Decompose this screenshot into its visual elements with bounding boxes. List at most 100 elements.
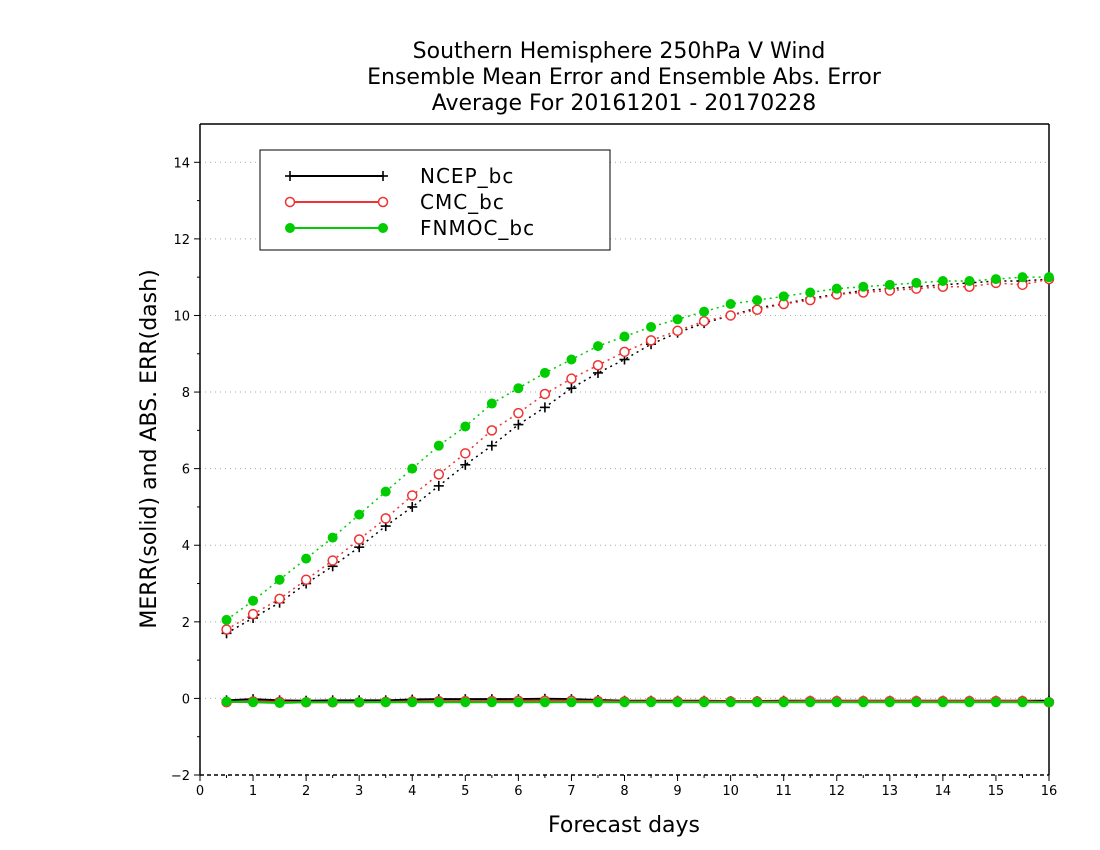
mean-err-point-fnmoc-bc [221,696,232,707]
y-tick-label: 0 [182,692,190,707]
title-line-3: Average For 20161201 - 20170228 [432,91,817,116]
y-tick-label: 4 [182,539,190,554]
x-tick-label: 1 [249,784,257,799]
mean-err-point-fnmoc-bc [778,697,789,708]
legend-marker-fnmoc-bc [285,223,295,233]
plot-area [221,272,1055,709]
x-tick-label: 0 [196,784,204,799]
title-line-1: Southern Hemisphere 250hPa V Wind [413,39,826,64]
legend-marker-fnmoc-bc [378,223,388,233]
abs-err-point-fnmoc-bc [327,532,338,543]
abs-err-point-fnmoc-bc [672,314,683,325]
legend-marker-ncep-bc [285,171,295,181]
mean-err-point-fnmoc-bc [327,697,338,708]
y-axis-label: MERR(solid) and ABS. ERR(dash) [137,269,162,628]
mean-err-point-fnmoc-bc [486,697,497,708]
x-tick-label: 3 [355,784,363,799]
abs-err-point-cmc-bc [672,325,683,337]
legend-box [259,149,611,251]
title-line-2: Ensemble Mean Error and Ensemble Abs. Er… [367,65,882,90]
mean-err-point-fnmoc-bc [301,697,312,708]
x-tick-label: 10 [722,784,739,799]
x-tick-label: 14 [935,784,952,799]
mean-err-point-fnmoc-bc [725,697,736,708]
mean-err-point-fnmoc-bc [964,697,975,708]
abs-err-point-fnmoc-bc [911,277,922,288]
mean-err-point-fnmoc-bc [566,697,577,708]
abs-err-point-fnmoc-bc [831,283,842,294]
legend-marker-cmc-bc [377,196,389,208]
abs-err-point-fnmoc-bc [752,295,763,306]
abs-err-point-cmc-bc [221,624,232,635]
abs-err-point-ncep-bc [513,419,524,430]
mean-err-point-fnmoc-bc [672,697,683,708]
abs-err-point-cmc-bc [353,534,365,545]
abs-err-point-fnmoc-bc [805,287,816,298]
abs-err-point-ncep-bc [486,440,497,451]
x-tick-label: 2 [302,784,310,799]
x-tick-label: 5 [461,784,469,799]
abs-err-point-fnmoc-bc [1044,272,1054,283]
legend-entry-cmc-bc: CMC_bc [284,190,505,214]
x-tick-label: 4 [408,784,416,799]
abs-err-point-cmc-bc [460,448,471,459]
mean-err-point-fnmoc-bc [1044,697,1054,708]
abs-err-point-fnmoc-bc [460,421,471,432]
mean-err-line-fnmoc-bc [226,700,1049,705]
legend-marker-ncep-bc [378,171,388,181]
y-tick-label: 10 [173,309,190,324]
mean-err-point-fnmoc-bc [513,697,524,708]
abs-err-point-fnmoc-bc [884,279,895,290]
legend-label-ncep-bc: NCEP_bc [420,164,514,188]
mean-err-point-fnmoc-bc [937,697,948,708]
abs-err-point-cmc-bc [698,315,710,327]
abs-err-point-fnmoc-bc [778,291,789,302]
abs-err-point-ncep-bc [566,383,577,394]
abs-err-point-fnmoc-bc [964,276,975,287]
abs-err-point-fnmoc-bc [354,509,365,520]
x-tick-label: 9 [673,784,681,799]
y-tick-label: −2 [171,769,190,784]
abs-err-point-fnmoc-bc [380,486,391,497]
y-tick-label: 8 [182,386,190,401]
mean-err-point-fnmoc-bc [539,697,550,708]
mean-err-point-fnmoc-bc [619,697,630,708]
abs-err-point-fnmoc-bc [433,440,444,451]
x-axis-label: Forecast days [548,813,700,838]
y-tick-label: 6 [182,463,190,478]
abs-err-point-fnmoc-bc [937,276,948,287]
mean-err-point-fnmoc-bc [407,697,418,708]
legend-label-cmc-bc: CMC_bc [420,190,505,214]
abs-err-point-fnmoc-bc [407,463,418,474]
mean-err-point-fnmoc-bc [911,697,922,708]
chart-title: Southern Hemisphere 250hPa V Wind Ensemb… [367,39,882,116]
abs-err-point-fnmoc-bc [990,274,1001,285]
legend-marker-cmc-bc [284,196,296,208]
abs-err-point-cmc-bc [539,388,551,400]
abs-err-point-cmc-bc [274,593,285,605]
abs-err-point-fnmoc-bc [301,553,312,564]
abs-err-point-cmc-bc [725,310,736,321]
legend-entry-fnmoc-bc: FNMOC_bc [285,216,534,240]
abs-err-point-cmc-bc [619,346,630,358]
x-tick-label: 8 [620,784,628,799]
abs-err-point-fnmoc-bc [725,298,736,309]
mean-err-point-fnmoc-bc [831,697,842,708]
x-tick-label: 13 [882,784,899,799]
abs-err-point-ncep-bc [407,501,418,512]
mean-err-point-fnmoc-bc [884,697,895,708]
abs-err-point-cmc-bc [751,304,763,315]
mean-err-point-fnmoc-bc [354,697,365,708]
abs-err-point-fnmoc-bc [221,614,232,625]
abs-err-point-ncep-bc [539,402,550,413]
abs-err-point-fnmoc-bc [646,321,657,332]
x-tick-label: 15 [988,784,1005,799]
abs-err-point-fnmoc-bc [858,281,869,292]
x-tick-label: 12 [828,784,845,799]
series-cmc-bc [221,273,1055,708]
abs-err-line-fnmoc-bc [226,276,1049,621]
mean-err-point-fnmoc-bc [274,698,285,709]
mean-err-point-fnmoc-bc [248,697,259,708]
